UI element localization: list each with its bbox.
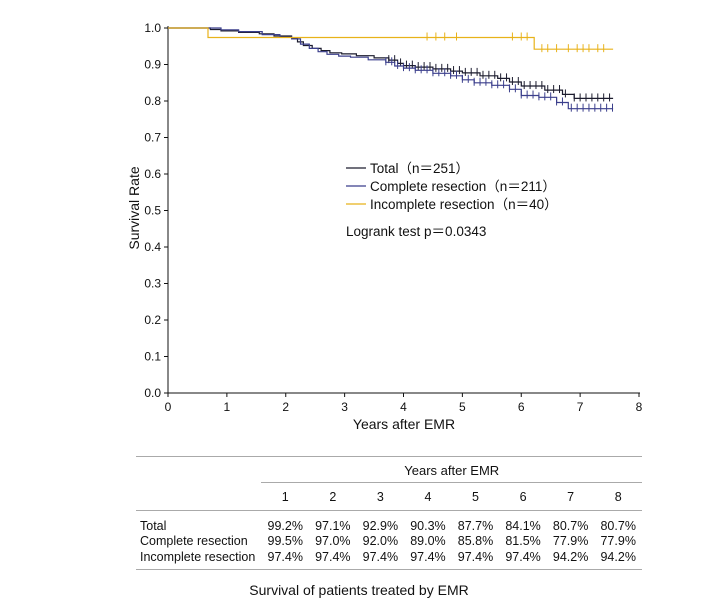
y-tick-label: 0.6	[144, 167, 161, 181]
table-column-row: 1 2 3 4 5 6 7 8	[136, 483, 642, 511]
table-column-header: 8	[614, 489, 622, 504]
table-cell: 92.9%	[362, 518, 399, 533]
survival-table: Years after EMR 1 2 3 4 5 6 7 8 Total 99.2% 97.1%…	[136, 456, 642, 570]
legend: Total（n＝251） Complete resection（n＝211） Inc…	[346, 161, 558, 212]
table-row: Total 99.2% 97.1% 92.9% 90.3% 87.7% 84.1% 80.7%…	[136, 511, 642, 533]
series-line-0	[168, 27, 614, 99]
table-cell: 87.7%	[457, 518, 494, 533]
table-column-header: 6	[519, 489, 527, 504]
table-cell: 77.9%	[552, 534, 589, 548]
table-cell: 97.1%	[315, 518, 351, 533]
axes: 0.0 0.1 0.2 0.3 0.4 0.5 0.6 0.7 0.8 0.9 1.0 0 1 2 3 4 5 6…	[144, 21, 642, 414]
table-cell: 89.0%	[410, 534, 446, 548]
y-tick-label: 0.9	[144, 58, 161, 72]
y-tick-label: 0.1	[144, 350, 161, 364]
table-cell: 97.4%	[315, 549, 351, 564]
table-row-label: Incomplete resection	[140, 549, 256, 564]
legend-label: Total（n＝251）	[370, 161, 469, 176]
table-cell: 77.9%	[600, 534, 636, 548]
y-tick-label: 0.3	[144, 277, 161, 291]
table-cell: 97.4%	[410, 549, 446, 564]
x-tick-label: 7	[577, 400, 584, 414]
y-tick-label: 0.7	[144, 131, 161, 145]
survival-table-wrap: Years after EMR 1 2 3 4 5 6 7 8 Total 99.2% 97.1%…	[136, 456, 642, 570]
y-tick-label: 0.4	[144, 240, 161, 254]
survival-chart: 0.0 0.1 0.2 0.3 0.4 0.5 0.6 0.7 0.8 0.9 1.0 0 1 2 3 4 5 6…	[126, 21, 643, 432]
table-cell: 97.0%	[315, 534, 351, 548]
table-row-label: Total	[140, 518, 167, 533]
table-column-header: 1	[281, 489, 289, 504]
table-column-header: 7	[567, 489, 575, 504]
table-row: Incomplete resection 97.4% 97.4% 97.4% 97.4%…	[136, 550, 642, 570]
table-cell: 94.2%	[552, 549, 589, 564]
table-cell: 97.4%	[267, 549, 303, 564]
y-tick-label: 0.0	[144, 386, 161, 400]
table-column-header: 3	[376, 489, 384, 504]
y-tick-label: 0.8	[144, 94, 161, 108]
table-cell: 97.4%	[362, 549, 399, 564]
figure-caption: Survival of patients treated by EMR	[249, 582, 469, 598]
x-tick-label: 5	[459, 400, 466, 414]
x-tick-label: 6	[518, 400, 525, 414]
table-cell: 94.2%	[600, 549, 636, 564]
table-cell: 97.4%	[505, 549, 541, 564]
table-cell: 80.7%	[600, 518, 636, 533]
y-axis-title: Survival Rate	[126, 166, 142, 249]
legend-label: Complete resection（n＝211）	[370, 179, 556, 194]
table-row-label: Complete resection	[140, 534, 248, 548]
series-line-1	[168, 27, 614, 110]
table-column-header: 5	[472, 489, 479, 504]
legend-label: Incomplete resection（n＝40）	[370, 197, 558, 212]
y-tick-label: 1.0	[144, 21, 161, 35]
table-cell: 84.1%	[505, 518, 541, 533]
table-header-title: Years after EMR	[261, 456, 642, 483]
x-tick-label: 4	[400, 400, 407, 414]
x-tick-label: 2	[282, 400, 289, 414]
y-tick-label: 0.5	[144, 204, 161, 218]
table-cell: 80.7%	[552, 518, 589, 533]
table-cell: 99.5%	[267, 534, 303, 548]
table-cell: 85.8%	[457, 534, 494, 548]
y-tick-label: 0.2	[144, 313, 161, 327]
table-column-header: 4	[424, 489, 432, 504]
x-tick-label: 3	[341, 400, 348, 414]
table-cell: 81.5%	[505, 534, 541, 548]
logrank-annotation: Logrank test p＝0.0343	[346, 224, 486, 239]
x-tick-label: 1	[224, 400, 231, 414]
table-cell: 99.2%	[267, 518, 303, 533]
x-tick-label: 0	[165, 400, 172, 414]
x-tick-label: 8	[636, 400, 643, 414]
table-body: Total 99.2% 97.1% 92.9% 90.3% 87.7% 84.1% 80.7%…	[136, 511, 642, 570]
table-column-header: 2	[329, 489, 337, 504]
table-row: Complete resection 99.5% 97.0% 92.0% 89.0% 85…	[136, 533, 642, 550]
table-cell: 97.4%	[457, 549, 494, 564]
series-layer	[168, 27, 614, 112]
table-corner	[136, 483, 261, 511]
x-axis-title: Years after EMR	[353, 416, 455, 432]
table-cell: 92.0%	[362, 534, 399, 548]
table-cell: 90.3%	[410, 518, 446, 533]
